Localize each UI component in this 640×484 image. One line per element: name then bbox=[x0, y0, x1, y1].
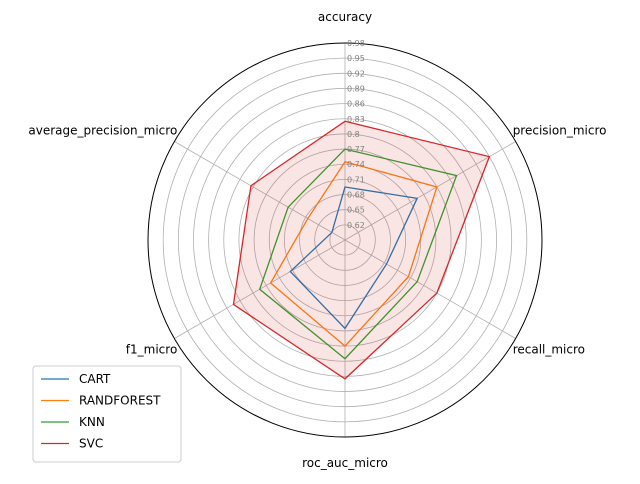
axis-labels: accuracy precision_micro recall_micro roc_a… bbox=[28, 10, 606, 470]
legend: CART RANDFOREST KNN SVC bbox=[32, 365, 182, 463]
legend-label-randforest: RANDFOREST bbox=[79, 394, 161, 408]
grid-spoke bbox=[344, 141, 516, 241]
radial-tick-label: 0.83 bbox=[347, 115, 365, 124]
radar-series bbox=[232, 120, 491, 380]
series-fill-svc bbox=[233, 121, 490, 379]
radial-tick-label: 0.92 bbox=[347, 69, 365, 78]
axis-label-accuracy: accuracy bbox=[318, 10, 372, 24]
series-line-knn bbox=[258, 148, 458, 360]
radar-grid bbox=[147, 42, 543, 438]
radial-tick-label: 0.68 bbox=[347, 191, 365, 200]
axis-label-average-precision-micro: average_precision_micro bbox=[28, 124, 177, 138]
series-line-svc bbox=[232, 120, 491, 380]
radial-tick-label: 0.65 bbox=[347, 206, 365, 215]
grid-spoke bbox=[174, 141, 346, 241]
grid-spoke bbox=[344, 239, 516, 339]
radial-tick-label: 0.98 bbox=[347, 39, 365, 48]
legend-frame bbox=[32, 365, 182, 463]
radial-tick-label: 0.89 bbox=[347, 84, 365, 93]
series-line-cart bbox=[289, 186, 419, 330]
radial-tick-label: 0.8 bbox=[347, 130, 360, 139]
legend-label-knn: KNN bbox=[79, 415, 105, 429]
outer-frame bbox=[147, 42, 543, 438]
legend-label-svc: SVC bbox=[79, 437, 103, 451]
radial-tick-label: 0.77 bbox=[347, 145, 365, 154]
axis-label-precision-micro: precision_micro bbox=[513, 124, 607, 138]
radial-tick-label: 0.62 bbox=[347, 221, 365, 230]
radial-tick-labels: 0.62 0.65 0.68 0.71 0.74 0.77 0.8 0.83 0.86 0.89 0… bbox=[347, 39, 365, 230]
legend-label-cart: CART bbox=[79, 372, 111, 386]
axis-label-recall-micro: recall_micro bbox=[513, 343, 585, 357]
radial-tick-label: 0.95 bbox=[347, 54, 365, 63]
radial-tick-label: 0.86 bbox=[347, 100, 365, 109]
series-line-randforest bbox=[269, 160, 438, 347]
radial-tick-label: 0.74 bbox=[347, 160, 365, 169]
radial-tick-label: 0.71 bbox=[347, 175, 365, 184]
axis-label-roc-auc-micro: roc_auc_micro bbox=[302, 456, 388, 470]
axis-label-f1-micro: f1_micro bbox=[126, 343, 178, 357]
